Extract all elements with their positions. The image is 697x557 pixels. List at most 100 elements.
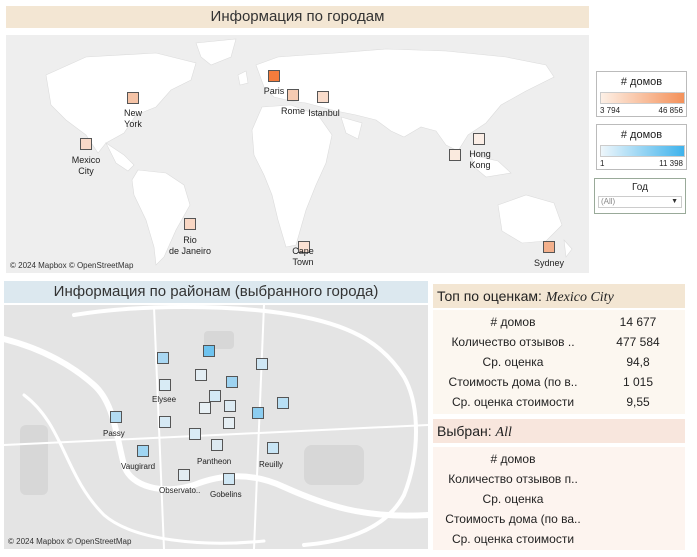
city-marker-rome[interactable] [287, 89, 299, 101]
row-label: Ср. оценка [482, 492, 544, 506]
table-row: Ср. оценка 94,8 [433, 352, 685, 372]
year-select-value: (All) [601, 197, 616, 206]
top-rating-table: # домов 14 677 Количество отзывов .. 477… [433, 310, 685, 414]
table-row: Ср. оценка стоимости [433, 529, 685, 549]
row-value: 14 677 [619, 315, 657, 329]
district-marker[interactable] [199, 402, 211, 414]
legend-title: # домов [620, 129, 663, 141]
city-marker-southeast-asia[interactable] [449, 149, 461, 161]
legend-max: 11 398 [659, 159, 683, 168]
top-rating-title: Топ по оценкам: Mexico City [433, 284, 685, 308]
city-marker-mexico-city[interactable] [80, 138, 92, 150]
selected-value: All [495, 425, 512, 440]
map-attribution[interactable]: © 2024 Mapbox © OpenStreetMap [10, 261, 134, 270]
city-marker-sydney[interactable] [543, 241, 555, 253]
district-marker[interactable] [137, 445, 149, 457]
district-marker[interactable] [189, 428, 201, 440]
city-marker-paris[interactable] [268, 70, 280, 82]
city-label-sydney: Sydney [533, 258, 565, 268]
table-row: Количество отзывов .. 477 584 [433, 332, 685, 352]
table-row: Стоимость дома (по в.. 1 015 [433, 372, 685, 392]
district-label-vaugirard: Vaugirard [121, 462, 156, 471]
year-filter-title: Год [632, 182, 648, 193]
district-marker[interactable] [223, 417, 235, 429]
row-label: Ср. оценка [482, 355, 544, 369]
row-value: 9,55 [626, 395, 650, 409]
district-label-passy: Passy [103, 429, 125, 438]
city-label-new-york: New York [123, 108, 142, 129]
city-marker-cape-town[interactable] [298, 241, 310, 253]
district-marker[interactable] [223, 473, 235, 485]
district-label-observatoire: Observato.. [159, 486, 201, 495]
district-marker[interactable] [224, 400, 236, 412]
district-marker[interactable] [209, 390, 221, 402]
legend-color-bar [600, 92, 685, 104]
city-label-paris: Paris [263, 86, 285, 96]
city-label-mexico-city: Mexico City [71, 155, 101, 176]
selected-prefix: Выбран: [437, 423, 496, 439]
district-marker[interactable] [157, 352, 169, 364]
world-map-background [6, 35, 589, 273]
district-marker[interactable] [277, 397, 289, 409]
district-marker[interactable] [252, 407, 264, 419]
district-map[interactable]: Elysee Passy Vaugirard Pantheon Reuilly … [4, 305, 428, 549]
district-label-reuilly: Reuilly [259, 460, 284, 469]
row-value: 1 015 [622, 375, 654, 389]
homes-legend-orange: # домов 3 794 46 856 [596, 71, 687, 117]
row-label: # домов [490, 452, 536, 466]
row-value: 94,8 [626, 355, 650, 369]
district-label-pantheon: Pantheon [197, 457, 232, 466]
district-marker[interactable] [256, 358, 268, 370]
district-marker[interactable] [178, 469, 190, 481]
table-row: Стоимость дома (по ва.. [433, 509, 685, 529]
city-marker-hong-kong[interactable] [473, 133, 485, 145]
district-label-elysee: Elysee [152, 395, 177, 404]
selected-table: # домов Количество отзывов п.. Ср. оценк… [433, 447, 685, 550]
city-marker-istanbul[interactable] [317, 91, 329, 103]
top-rating-city: Mexico City [545, 290, 614, 305]
district-marker[interactable] [159, 416, 171, 428]
dropdown-arrow-icon: ▼ [671, 198, 678, 205]
row-value: 477 584 [616, 335, 660, 349]
row-label: Стоимость дома (по ва.. [445, 512, 581, 526]
homes-legend-blue: # домов 1 11 398 [596, 124, 687, 170]
district-map-background [4, 305, 428, 549]
world-map[interactable]: New York Paris Rome Istanbul Mexico City… [6, 35, 589, 273]
district-marker[interactable] [267, 442, 279, 454]
legend-min: 1 [600, 159, 605, 168]
row-label: Количество отзывов п.. [448, 472, 578, 486]
map-attribution[interactable]: © 2024 Mapbox © OpenStreetMap [8, 537, 132, 546]
city-label-hong-kong: Hong Kong [469, 149, 491, 170]
table-row: Ср. оценка стоимости 9,55 [433, 392, 685, 412]
district-marker[interactable] [159, 379, 171, 391]
row-label: Ср. оценка стоимости [451, 532, 575, 546]
city-marker-new-york[interactable] [127, 92, 139, 104]
year-filter: Год (All) ▼ [594, 178, 686, 214]
legend-max: 46 856 [658, 106, 683, 115]
district-marker[interactable] [203, 345, 215, 357]
district-marker[interactable] [211, 439, 223, 451]
city-label-istanbul: Istanbul [308, 108, 340, 118]
row-label: Стоимость дома (по в.. [448, 375, 578, 389]
row-label: # домов [490, 315, 536, 329]
city-label-rome: Rome [280, 106, 305, 116]
city-marker-rio[interactable] [184, 218, 196, 230]
selected-title: Выбран: All [433, 419, 685, 443]
district-info-title: Информация по районам (выбранного города… [4, 281, 428, 303]
district-marker[interactable] [110, 411, 122, 423]
row-label: Количество отзывов .. [451, 335, 575, 349]
year-select[interactable]: (All) ▼ [598, 196, 682, 208]
district-marker[interactable] [195, 369, 207, 381]
table-row: Ср. оценка [433, 489, 685, 509]
top-rating-prefix: Топ по оценкам: [437, 288, 546, 304]
legend-title: # домов [620, 76, 663, 88]
legend-min: 3 794 [600, 106, 621, 115]
city-label-rio: Rio de Janeiro [168, 235, 212, 256]
district-label-gobelins: Gobelins [210, 490, 242, 499]
city-label-cape-town: Cape Town [292, 246, 314, 267]
city-info-title: Информация по городам [6, 6, 589, 28]
row-label: Ср. оценка стоимости [451, 395, 575, 409]
district-marker[interactable] [226, 376, 238, 388]
legend-color-bar [600, 145, 685, 157]
table-row: # домов 14 677 [433, 312, 685, 332]
